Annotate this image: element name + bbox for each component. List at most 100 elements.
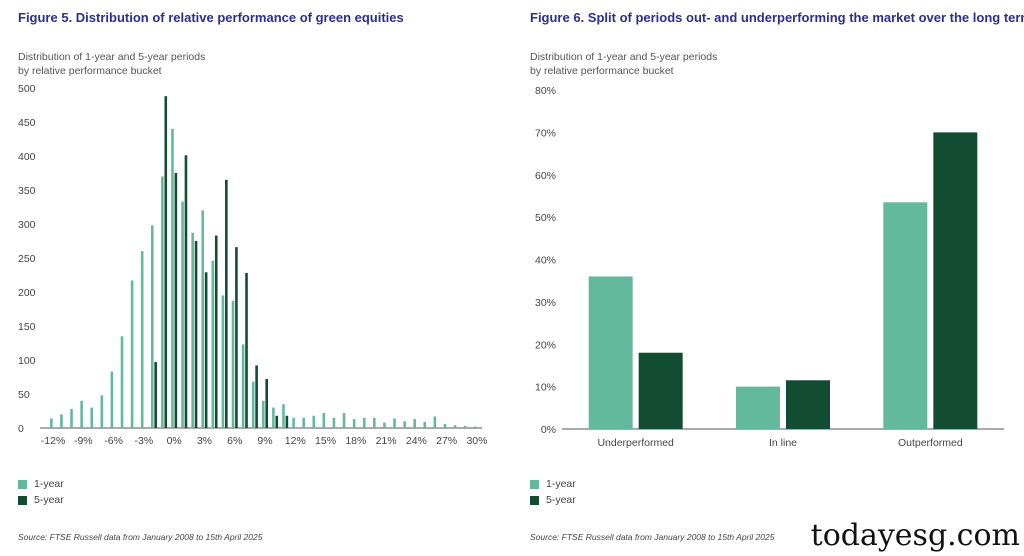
bar-1-year — [90, 407, 94, 428]
bar-1-year — [413, 419, 416, 428]
category-label: Outperformed — [898, 437, 963, 449]
bar-1-year — [130, 280, 134, 428]
bar-5-year — [245, 272, 248, 428]
y-tick-label: 150 — [18, 321, 36, 333]
x-tick-label: 12% — [285, 435, 306, 447]
legend-item-1-year: 1-year — [18, 476, 64, 492]
bar-5-year — [235, 247, 238, 428]
x-tick-label: 30% — [466, 435, 487, 447]
bar-1-year — [181, 201, 184, 428]
x-tick-label: -12% — [41, 435, 66, 447]
bar-1-year — [736, 386, 780, 429]
bar-1-year — [383, 422, 386, 428]
legend-item-5-year: 5-year — [530, 492, 576, 508]
bar-5-year — [933, 132, 978, 429]
bar-1-year — [150, 225, 154, 428]
y-tick-label: 50 — [18, 389, 30, 401]
bar-1-year — [443, 423, 447, 428]
bar-1-year — [312, 415, 316, 428]
bar-1-year — [453, 425, 457, 428]
bar-1-year — [423, 421, 427, 428]
bar-1-year — [272, 407, 275, 428]
figure-6-subtitle-line1: Distribution of 1-year and 5-year period… — [530, 51, 718, 63]
figure-5-panel: Figure 5. Distribution of relative perfo… — [18, 10, 487, 542]
figure-6-source: Source: FTSE Russell data from January 2… — [530, 532, 775, 542]
bar-1-year — [140, 251, 144, 428]
bar-5-year — [204, 272, 208, 428]
bar-1-year — [473, 426, 477, 428]
bar-1-year — [161, 176, 164, 428]
legend-item-5-year: 5-year — [18, 492, 64, 508]
bar-1-year — [262, 400, 265, 428]
bar-1-year — [322, 413, 326, 428]
bar-5-year — [285, 415, 289, 428]
figure-5-title: Figure 5. Distribution of relative perfo… — [18, 10, 404, 25]
legend-label-5-year: 5-year — [546, 494, 576, 506]
figure-6-panel: Figure 6. Split of periods out- and unde… — [512, 0, 1024, 556]
y-tick-label: 0 — [18, 423, 24, 435]
y-tick-label: 100 — [18, 355, 36, 367]
bar-1-year — [588, 276, 633, 429]
category-label: In line — [769, 437, 797, 449]
y-tick-label: 0% — [541, 424, 556, 436]
bar-1-year — [463, 425, 467, 428]
figure-5-source: Source: FTSE Russell data from January 2… — [18, 532, 263, 542]
legend-label-1-year: 1-year — [546, 478, 576, 490]
bar-5-year — [225, 179, 228, 428]
bar-1-year — [883, 202, 928, 429]
y-tick-label: 450 — [18, 117, 36, 129]
bar-5-year — [265, 379, 268, 428]
x-tick-label: 3% — [197, 435, 212, 447]
bar-1-year — [393, 418, 396, 428]
bar-1-year — [70, 408, 73, 428]
y-tick-label: 40% — [535, 255, 556, 267]
bar-1-year — [403, 421, 406, 428]
bar-1-year — [282, 404, 285, 428]
figure-6-subtitle-line2: by relative performance bucket — [530, 65, 674, 77]
legend-swatch-5-year — [530, 495, 539, 505]
watermark: todayesg.com — [810, 518, 1020, 553]
figure-5-subtitle-line2: by relative performance bucket — [18, 65, 162, 77]
bar-1-year — [100, 395, 104, 428]
bar-1-year — [191, 232, 194, 428]
bar-5-year — [275, 415, 279, 428]
bar-1-year — [171, 128, 174, 429]
y-tick-label: 20% — [535, 339, 556, 351]
bar-1-year — [251, 381, 255, 428]
x-tick-label: 18% — [345, 435, 366, 447]
y-tick-label: 250 — [18, 253, 36, 265]
figure-6-legend: 1-year 5-year — [530, 476, 576, 508]
figure-6-title: Figure 6. Split of periods out- and unde… — [530, 10, 1024, 25]
bar-5-year — [194, 241, 198, 428]
bar-5-year — [154, 362, 157, 428]
x-tick-label: 15% — [315, 435, 336, 447]
bar-5-year — [164, 96, 168, 428]
y-tick-label: 70% — [535, 127, 556, 139]
bar-1-year — [373, 417, 376, 428]
category-label: Underperformed — [597, 437, 674, 449]
x-tick-label: 27% — [436, 435, 457, 447]
x-tick-label: 24% — [406, 435, 427, 447]
legend-swatch-1-year — [530, 479, 539, 489]
x-tick-label: 6% — [227, 435, 242, 447]
bar-5-year — [255, 365, 258, 428]
split-bar-chart: 80% 70% 60% 50% 40% 30% 20% 10% 0% Underperformed… — [535, 85, 1004, 449]
bar-1-year — [211, 260, 215, 428]
bar-1-year — [110, 371, 114, 428]
bar-5-year — [174, 173, 178, 428]
y-tick-label: 500 — [18, 83, 36, 95]
bar-1-year — [362, 417, 366, 428]
figure-6-subtitle: Distribution of 1-year and 5-year period… — [530, 50, 717, 78]
bar-1-year — [221, 295, 225, 428]
bar-5-year — [184, 155, 188, 428]
y-tick-label: 30% — [535, 297, 556, 309]
y-tick-label: 400 — [18, 151, 36, 163]
y-tick-label: 300 — [18, 219, 36, 231]
y-tick-label: 80% — [535, 85, 556, 97]
y-tick-label: 200 — [18, 287, 36, 299]
y-tick-label: 60% — [535, 170, 556, 182]
bar-1-year — [302, 417, 305, 428]
y-tick-label: 350 — [18, 185, 36, 197]
bar-1-year — [201, 210, 205, 428]
